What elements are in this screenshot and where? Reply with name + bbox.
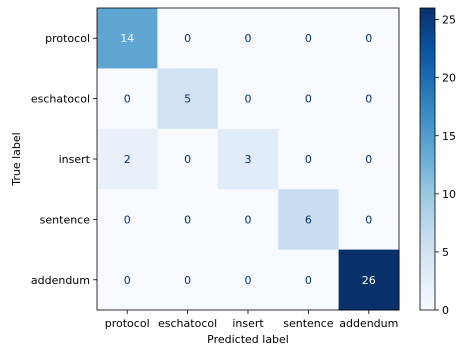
heatmap-cell [278, 8, 340, 69]
heatmap-cell [97, 249, 158, 311]
x-axis-label: Predicted label [207, 333, 289, 345]
cell-value-label: 0 [305, 93, 312, 106]
heatmap-cell [338, 128, 400, 190]
heatmap-cell [157, 128, 219, 190]
heatmap-cell [97, 128, 158, 190]
heatmap-cell [157, 8, 219, 69]
heatmap-cell [97, 8, 158, 69]
colorbar [419, 7, 436, 311]
x-axis: protocol eschatocol insert sentence addendum [105, 310, 398, 330]
y-tick-label: insert [59, 153, 91, 166]
cell-value-label: 0 [184, 213, 191, 226]
heatmap-cell [278, 68, 340, 130]
y-axis-label: True label [10, 132, 23, 186]
cell-value-label: 26 [362, 274, 376, 287]
heatmap-cell [217, 189, 279, 251]
cell-value-label: 0 [365, 213, 372, 226]
cell-value-label: 6 [305, 213, 312, 226]
cell-value-label: 0 [305, 153, 312, 166]
cell-value-label: 14 [120, 32, 134, 45]
colorbar-tick-label: 20 [442, 72, 456, 85]
cell-value-label: 0 [124, 93, 131, 106]
x-tick-label: sentence [283, 317, 334, 330]
heatmap-cell [338, 8, 400, 69]
heatmap-cell [217, 8, 279, 69]
cell-value-label: 2 [124, 153, 131, 166]
cell-value-label: 3 [245, 153, 252, 166]
heatmap-cell [217, 68, 279, 130]
heatmap-cell [97, 189, 158, 251]
y-tick-label: addendum [31, 274, 90, 287]
colorbar-tick-label: 25 [442, 14, 456, 27]
cell-value-label: 0 [184, 32, 191, 45]
cell-value-label: 5 [184, 93, 191, 106]
heatmap-cell [217, 128, 279, 190]
x-tick-label: addendum [339, 317, 398, 330]
x-tick-label: eschatocol [158, 317, 217, 330]
cell-value-label: 0 [365, 93, 372, 106]
y-tick-label: sentence [40, 213, 91, 226]
cell-value-label: 0 [184, 274, 191, 287]
heatmap-cell [338, 249, 400, 311]
x-tick-label: insert [232, 317, 264, 330]
heatmap-cell [278, 128, 340, 190]
heatmap-cell [157, 189, 219, 251]
heatmap-cell [97, 68, 158, 130]
heatmap-cell [157, 249, 219, 311]
heatmap-cells: 14 0 0 0 0 0 5 0 0 0 2 0 3 0 0 0 0 0 6 0 0 0 0 0 26 [97, 8, 400, 311]
cell-value-label: 0 [184, 153, 191, 166]
colorbar-tick-label: 0 [442, 304, 449, 317]
cell-value-label: 0 [305, 274, 312, 287]
cell-value-label: 0 [365, 153, 372, 166]
colorbar-tick-label: 15 [442, 130, 456, 143]
heatmap-cell [217, 249, 279, 311]
y-axis: protocol eschatocol insert sentence addendum [31, 32, 97, 287]
heatmap-cell [157, 68, 219, 130]
x-tick-label: protocol [105, 317, 150, 330]
heatmap-cell [338, 68, 400, 130]
cell-value-label: 0 [124, 213, 131, 226]
y-tick-label: protocol [45, 32, 90, 45]
heatmap-cell [338, 189, 400, 251]
cell-value-label: 0 [245, 32, 252, 45]
heatmap-cell [278, 189, 340, 251]
cell-value-label: 0 [124, 274, 131, 287]
colorbar-tick-label: 10 [442, 188, 456, 201]
colorbar-ticks: 0 5 10 15 20 25 [435, 14, 456, 317]
y-tick-label: eschatocol [31, 93, 90, 106]
heatmap-cell [278, 249, 340, 311]
cell-value-label: 0 [305, 32, 312, 45]
cell-value-label: 0 [245, 274, 252, 287]
cell-value-label: 0 [365, 32, 372, 45]
cell-value-label: 0 [245, 93, 252, 106]
colorbar-tick-label: 5 [442, 246, 449, 259]
cell-value-label: 0 [245, 213, 252, 226]
